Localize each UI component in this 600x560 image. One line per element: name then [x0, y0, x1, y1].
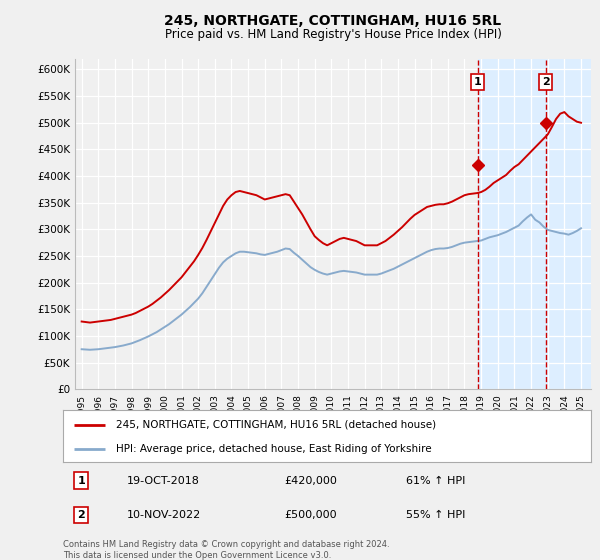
- Text: 1: 1: [77, 475, 85, 486]
- Text: 10-NOV-2022: 10-NOV-2022: [127, 510, 200, 520]
- Text: Contains HM Land Registry data © Crown copyright and database right 2024.
This d: Contains HM Land Registry data © Crown c…: [63, 540, 389, 560]
- Bar: [478, 59, 591, 389]
- Text: 61% ↑ HPI: 61% ↑ HPI: [406, 475, 466, 486]
- Text: 19-OCT-2018: 19-OCT-2018: [127, 475, 199, 486]
- Text: £500,000: £500,000: [285, 510, 337, 520]
- Text: HPI: Average price, detached house, East Riding of Yorkshire: HPI: Average price, detached house, East…: [116, 444, 431, 454]
- Text: 2: 2: [542, 77, 550, 87]
- Text: 2: 2: [77, 510, 85, 520]
- Text: £420,000: £420,000: [285, 475, 338, 486]
- Text: 245, NORTHGATE, COTTINGHAM, HU16 5RL (detached house): 245, NORTHGATE, COTTINGHAM, HU16 5RL (de…: [116, 420, 436, 430]
- Text: Price paid vs. HM Land Registry's House Price Index (HPI): Price paid vs. HM Land Registry's House …: [164, 28, 502, 41]
- Text: 55% ↑ HPI: 55% ↑ HPI: [406, 510, 466, 520]
- Text: 1: 1: [474, 77, 482, 87]
- Text: 245, NORTHGATE, COTTINGHAM, HU16 5RL: 245, NORTHGATE, COTTINGHAM, HU16 5RL: [164, 14, 502, 28]
